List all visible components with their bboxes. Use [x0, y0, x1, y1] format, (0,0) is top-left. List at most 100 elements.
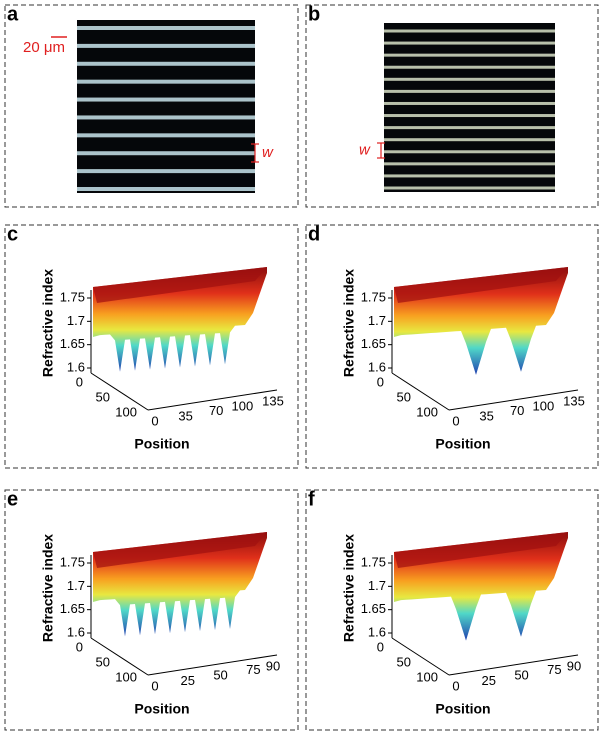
z-tick-label: 1.65: [361, 336, 386, 351]
z-tick-label: 1.75: [361, 554, 386, 569]
x-tick-label: 70: [209, 403, 223, 418]
depth-tick-label: 0: [377, 639, 384, 654]
depth-tick-label: 50: [397, 654, 411, 669]
depth-tick-label: 100: [416, 669, 438, 684]
depth-tick-label: 100: [115, 404, 137, 419]
x-tick-label: 25: [482, 673, 496, 688]
x-axis-label: Position: [435, 701, 490, 717]
panel: a20 μm w: [4, 3, 299, 208]
x-tick-label: 70: [510, 403, 524, 418]
z-tick-label: 1.6: [67, 624, 85, 639]
stripe: [77, 79, 255, 84]
x-tick-label: 90: [266, 658, 280, 673]
x-tick-label: 35: [479, 408, 493, 423]
depth-tick-label: 50: [96, 389, 110, 404]
panel: f 1.75 1.7 1.65 1.6 Refractive index 0 50 100 0 25…: [305, 488, 599, 731]
y-axis-label: Refractive index: [341, 269, 357, 377]
x-tick-label: 50: [213, 667, 227, 682]
x-tick-label: 0: [151, 413, 158, 428]
z-tick-label: 1.7: [67, 313, 85, 328]
x-axis: [448, 389, 579, 411]
depth-tick-label: 100: [416, 404, 438, 419]
stripe: [77, 115, 255, 120]
scale-bar-label: 20 μm: [23, 39, 65, 56]
z-tick-label: 1.75: [60, 554, 85, 569]
panel-label: a: [7, 3, 19, 25]
stripe: [384, 29, 555, 33]
stripe: [384, 101, 555, 105]
z-tick-label: 1.7: [67, 578, 85, 593]
panel: c 1.75 1.7 1.65 1.6 Refractive index 0 50 100 0 35…: [4, 223, 299, 469]
depth-axis: [90, 372, 149, 411]
z-tick-label: 1.6: [67, 359, 85, 374]
panel-label: e: [7, 488, 18, 510]
micrograph: [77, 20, 255, 193]
x-tick-label: 50: [514, 667, 528, 682]
stripe: [384, 114, 555, 118]
depth-axis: [90, 637, 149, 676]
width-label: w: [359, 141, 371, 158]
surface-top: [394, 267, 568, 303]
z-tick-label: 1.7: [368, 578, 386, 593]
x-tick-label: 90: [567, 658, 581, 673]
depth-tick-label: 0: [377, 374, 384, 389]
stripe: [384, 174, 555, 178]
x-tick-label: 135: [563, 393, 585, 408]
panel-border: [4, 489, 299, 731]
panel: bw: [305, 3, 599, 208]
panel-border: [4, 4, 299, 208]
panel-label: c: [7, 223, 18, 245]
panel-label: d: [308, 223, 320, 245]
z-tick-label: 1.6: [368, 359, 386, 374]
surface-top: [93, 267, 267, 303]
stripe: [77, 97, 255, 102]
depth-tick-label: 0: [76, 639, 83, 654]
depth-tick-label: 50: [397, 389, 411, 404]
stripe: [77, 26, 255, 30]
z-tick-label: 1.65: [361, 601, 386, 616]
x-tick-label: 35: [178, 408, 192, 423]
x-tick-label: 75: [547, 662, 561, 677]
x-tick-label: 0: [452, 678, 459, 693]
x-tick-label: 0: [452, 413, 459, 428]
x-axis-label: Position: [435, 436, 490, 452]
stripe: [384, 162, 555, 166]
surface-top: [394, 532, 568, 568]
z-tick-label: 1.7: [368, 313, 386, 328]
z-tick-label: 1.75: [60, 289, 85, 304]
y-axis-label: Refractive index: [40, 534, 56, 642]
stripe: [77, 169, 255, 174]
width-label: w: [262, 144, 274, 161]
x-axis: [448, 654, 579, 676]
panel-label: b: [308, 3, 320, 25]
stripe: [384, 126, 555, 130]
stripe: [384, 186, 555, 190]
x-axis-label: Position: [134, 436, 189, 452]
stripe: [384, 138, 555, 142]
panel: d 1.75 1.7 1.65 1.6 Refractive index 0 50 100 0 35…: [305, 223, 599, 469]
depth-axis: [391, 637, 450, 676]
stripe: [384, 77, 555, 81]
stripe: [77, 133, 255, 138]
surface-top: [93, 532, 267, 568]
x-tick-label: 100: [232, 399, 254, 414]
x-tick-label: 25: [181, 673, 195, 688]
x-tick-label: 0: [151, 678, 158, 693]
stripe: [77, 43, 255, 48]
micrograph: [384, 23, 555, 192]
stripe: [384, 65, 555, 69]
x-tick-label: 135: [262, 393, 284, 408]
depth-tick-label: 100: [115, 669, 137, 684]
panel: e 1.75 1.7 1.65 1.6 Refractive index 0 50 100 0 25…: [4, 488, 299, 731]
stripe: [384, 41, 555, 45]
z-tick-label: 1.6: [368, 624, 386, 639]
stripe: [384, 89, 555, 93]
stripe: [77, 61, 255, 66]
panel-border: [4, 224, 299, 469]
panel-label: f: [308, 488, 315, 510]
x-axis: [147, 654, 278, 676]
depth-tick-label: 50: [96, 654, 110, 669]
panel-border: [305, 4, 599, 208]
depth-axis: [391, 372, 450, 411]
